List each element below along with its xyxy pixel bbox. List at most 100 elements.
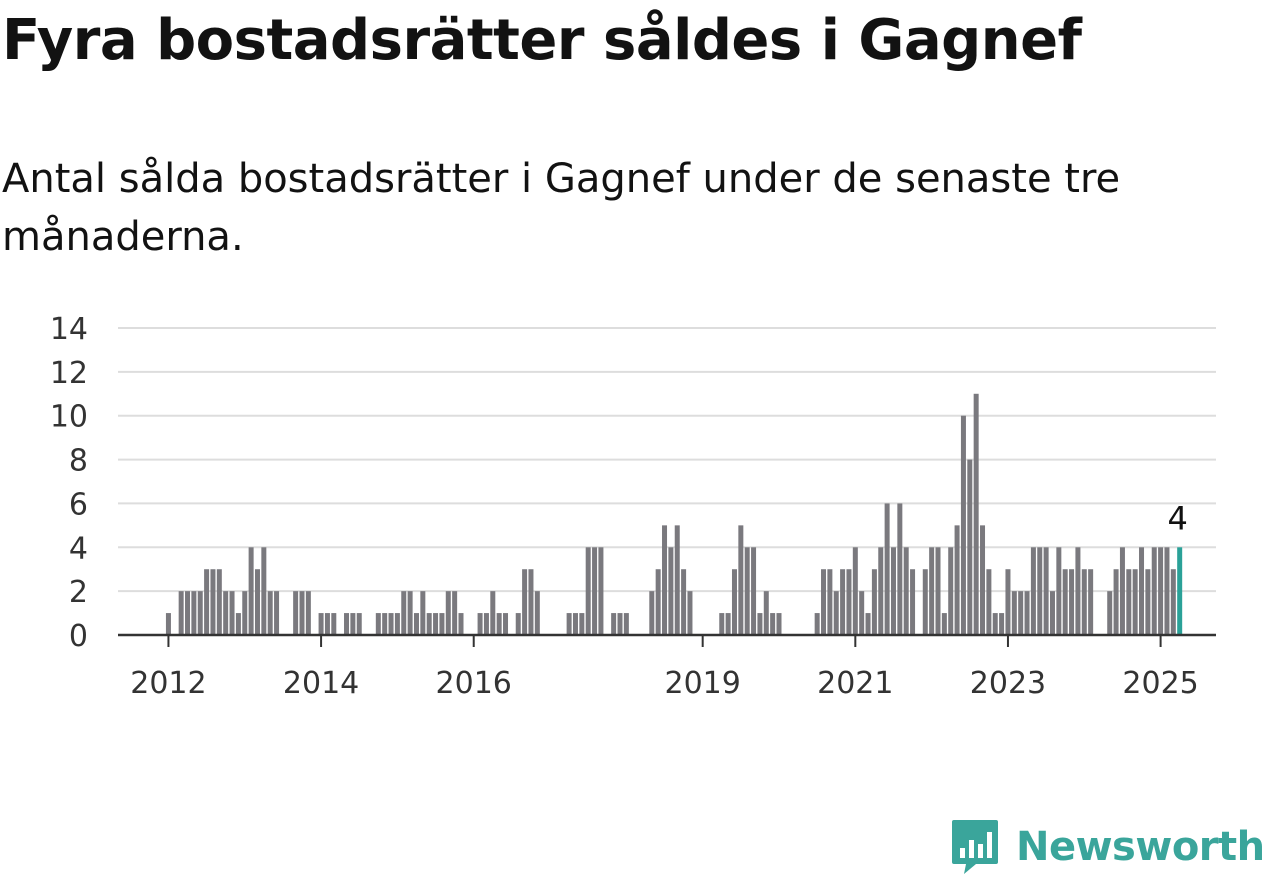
bar bbox=[274, 591, 280, 635]
bar bbox=[420, 591, 426, 635]
bar bbox=[840, 569, 846, 635]
bar bbox=[299, 591, 305, 635]
bar bbox=[324, 613, 330, 635]
bar bbox=[458, 613, 464, 635]
bar bbox=[668, 547, 674, 635]
bar bbox=[445, 591, 451, 635]
bar bbox=[235, 613, 241, 635]
bar bbox=[890, 547, 896, 635]
bar bbox=[185, 591, 191, 635]
bar bbox=[827, 569, 833, 635]
bar bbox=[674, 525, 680, 635]
bar bbox=[598, 547, 604, 635]
bar bbox=[903, 547, 909, 635]
bar bbox=[922, 569, 928, 635]
bar bbox=[1164, 547, 1170, 635]
bar bbox=[1107, 591, 1113, 635]
bar bbox=[394, 613, 400, 635]
x-tick-label: 2021 bbox=[817, 666, 893, 701]
bar bbox=[814, 613, 820, 635]
bar bbox=[1081, 569, 1087, 635]
bar bbox=[503, 613, 509, 635]
bar bbox=[1119, 547, 1125, 635]
bar bbox=[452, 591, 458, 635]
bar bbox=[662, 525, 668, 635]
chart-subtitle: Antal sålda bostadsrätter i Gagnef under… bbox=[2, 156, 1121, 260]
bar bbox=[719, 613, 725, 635]
bar bbox=[248, 547, 254, 635]
bar bbox=[776, 613, 782, 635]
bar bbox=[254, 569, 260, 635]
bar bbox=[216, 569, 222, 635]
bar bbox=[821, 569, 827, 635]
bar bbox=[483, 613, 489, 635]
bar bbox=[1018, 591, 1024, 635]
bar bbox=[350, 613, 356, 635]
bar bbox=[833, 591, 839, 635]
bar bbox=[1088, 569, 1094, 635]
bar bbox=[999, 613, 1005, 635]
newsworthy-logo-icon bbox=[952, 820, 998, 874]
bar bbox=[725, 613, 731, 635]
bar bbox=[859, 591, 865, 635]
bar bbox=[522, 569, 528, 635]
bar bbox=[960, 415, 966, 635]
bar bbox=[191, 591, 197, 635]
bar bbox=[382, 613, 388, 635]
bar bbox=[305, 591, 311, 635]
bar bbox=[1069, 569, 1075, 635]
bar bbox=[496, 613, 502, 635]
bar bbox=[572, 613, 578, 635]
x-tick-label: 2019 bbox=[665, 666, 741, 701]
bar bbox=[585, 547, 591, 635]
brand-name: Newsworthy bbox=[1016, 824, 1262, 870]
y-tick-label: 0 bbox=[69, 619, 88, 654]
bar bbox=[1151, 547, 1157, 635]
bar bbox=[954, 525, 960, 635]
bar bbox=[1049, 591, 1055, 635]
bar bbox=[356, 613, 362, 635]
newsworthy-logo: Newsworthy bbox=[950, 818, 1262, 876]
bar bbox=[229, 591, 235, 635]
bar bbox=[242, 591, 248, 635]
bar bbox=[204, 569, 210, 635]
bar bbox=[910, 569, 916, 635]
bar bbox=[344, 613, 350, 635]
bar bbox=[178, 591, 184, 635]
bar bbox=[846, 569, 852, 635]
bar bbox=[865, 613, 871, 635]
bar bbox=[477, 613, 483, 635]
bar bbox=[592, 547, 598, 635]
bar bbox=[948, 547, 954, 635]
bar bbox=[293, 591, 299, 635]
bar bbox=[929, 547, 935, 635]
bar bbox=[165, 613, 171, 635]
bar bbox=[731, 569, 737, 635]
bar bbox=[973, 393, 979, 635]
bar bbox=[1056, 547, 1062, 635]
bar bbox=[401, 591, 407, 635]
bar bbox=[1158, 547, 1164, 635]
bar bbox=[433, 613, 439, 635]
bar bbox=[757, 613, 763, 635]
highlight-bar bbox=[1177, 547, 1183, 635]
bar bbox=[681, 569, 687, 635]
x-tick-label: 2023 bbox=[970, 666, 1046, 701]
bar bbox=[515, 613, 521, 635]
x-tick-label: 2014 bbox=[283, 666, 359, 701]
bar bbox=[534, 591, 540, 635]
bar bbox=[1113, 569, 1119, 635]
bar bbox=[1030, 547, 1036, 635]
bar bbox=[1139, 547, 1145, 635]
bar bbox=[375, 613, 381, 635]
bar bbox=[884, 503, 890, 635]
bar bbox=[1037, 547, 1043, 635]
bar bbox=[1062, 569, 1068, 635]
bar bbox=[687, 591, 693, 635]
bar bbox=[566, 613, 572, 635]
bar bbox=[897, 503, 903, 635]
bar bbox=[738, 525, 744, 635]
bar bbox=[223, 591, 229, 635]
bar bbox=[426, 613, 432, 635]
bar bbox=[1075, 547, 1081, 635]
